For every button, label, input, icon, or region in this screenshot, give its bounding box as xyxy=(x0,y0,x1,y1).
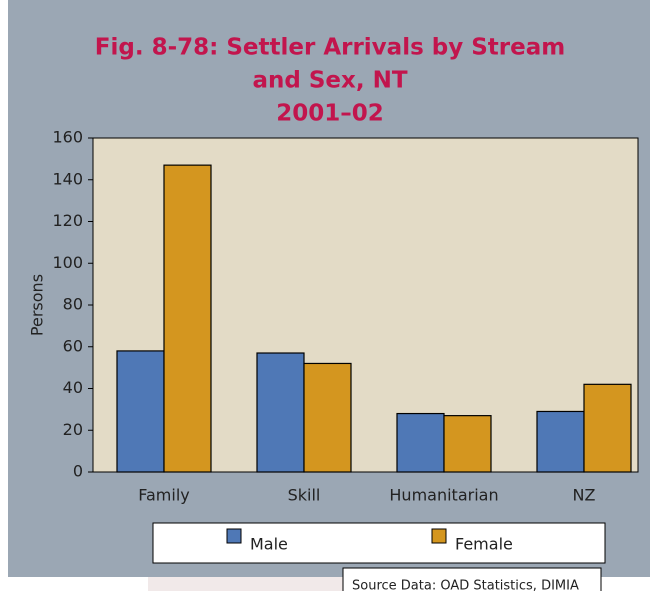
bar xyxy=(163,164,212,473)
x-tick-label: Skill xyxy=(288,486,321,505)
bar xyxy=(303,362,352,473)
source: Source Data: OAD Statistics, DIMIA xyxy=(352,579,579,591)
legend-label: Female xyxy=(455,535,513,554)
x-tick-label: Humanitarian xyxy=(389,486,498,505)
y-tick-label: 60 xyxy=(63,336,83,355)
bar xyxy=(583,383,632,473)
y-tick-label: 160 xyxy=(52,128,83,147)
legend-swatch xyxy=(226,528,242,544)
bar xyxy=(116,350,165,473)
bar xyxy=(396,412,445,473)
chart-title: Fig. 8-78: Settler Arrivals by Stream xyxy=(95,35,565,61)
x-tick-label: Family xyxy=(138,486,189,505)
x-tick-label: NZ xyxy=(573,486,596,505)
y-tick-label: 40 xyxy=(63,378,83,397)
legend-swatch xyxy=(431,528,447,544)
y-tick-label: 100 xyxy=(52,253,83,272)
y-tick-label: 0 xyxy=(73,462,83,481)
y-tick-label: 20 xyxy=(63,420,83,439)
source-box xyxy=(342,567,602,591)
y-tick-label: 140 xyxy=(52,169,83,188)
bar xyxy=(536,410,585,473)
y-tick-label: 80 xyxy=(63,295,83,314)
y-axis-label: Persons xyxy=(28,274,47,336)
y-tick-label: 120 xyxy=(52,211,83,230)
bar xyxy=(443,415,492,473)
chart-title: 2001–02 xyxy=(276,101,384,127)
legend-label: Male xyxy=(250,535,288,554)
chart-title: and Sex, NT xyxy=(252,68,407,94)
legend xyxy=(152,522,606,564)
bar xyxy=(256,352,305,473)
